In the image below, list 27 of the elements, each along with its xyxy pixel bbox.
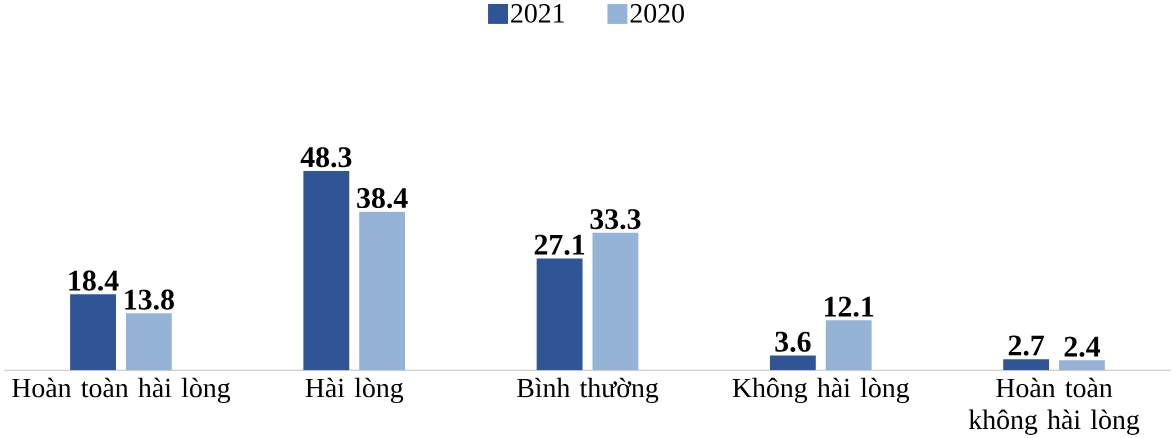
bar bbox=[359, 211, 406, 371]
data-label: 13.8 bbox=[125, 289, 174, 310]
bar bbox=[769, 355, 816, 371]
data-label: 2.4 bbox=[1064, 336, 1101, 357]
data-label: 27.1 bbox=[534, 234, 585, 255]
data-label: 3.6 bbox=[775, 331, 811, 352]
data-label: 12.1 bbox=[825, 296, 874, 317]
bar bbox=[536, 258, 583, 371]
bar bbox=[1059, 360, 1105, 371]
bar bbox=[825, 320, 872, 371]
bar bbox=[592, 232, 639, 371]
x-tick-label: Hoàn toàn hài lòng bbox=[12, 377, 231, 404]
x-tick-label: Hài lòng bbox=[305, 377, 404, 404]
legend-label: 2021 bbox=[511, 3, 564, 23]
x-tick-label: Bình thường bbox=[517, 377, 659, 404]
data-label: 33.3 bbox=[590, 209, 641, 230]
bar bbox=[125, 313, 172, 371]
bar bbox=[303, 170, 350, 371]
data-label: 18.4 bbox=[69, 270, 119, 291]
data-label: 48.3 bbox=[300, 147, 352, 168]
bar bbox=[1003, 359, 1050, 371]
data-label: 38.4 bbox=[357, 187, 408, 209]
bar bbox=[70, 294, 116, 371]
x-tick-label: Không hài lòng bbox=[732, 377, 910, 404]
data-label: 2.7 bbox=[1008, 335, 1045, 356]
legend-label: 2020 bbox=[630, 3, 684, 23]
x-tick-label: Hoàn toàn không hài lòng bbox=[968, 377, 1140, 435]
